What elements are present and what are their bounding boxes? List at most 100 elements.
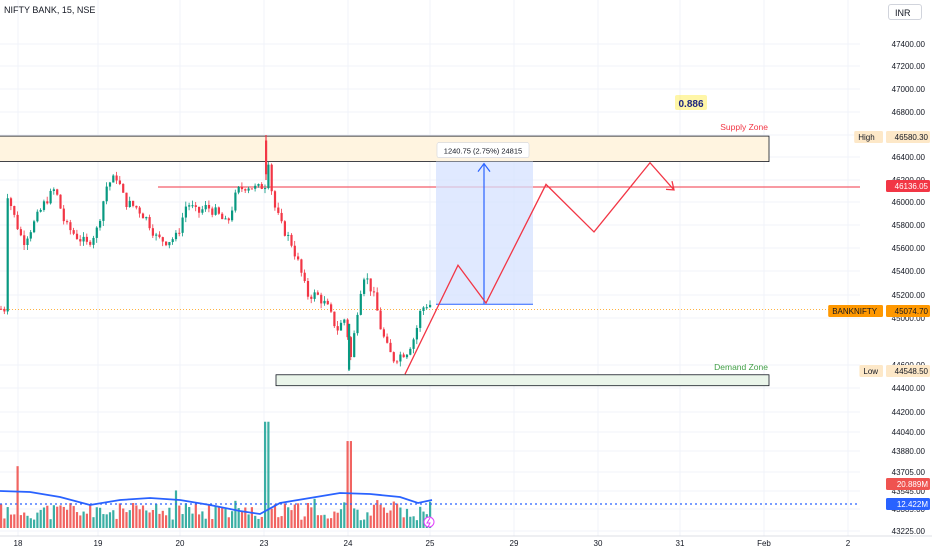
volume-bar	[148, 512, 151, 528]
candle-body	[348, 323, 351, 370]
candle-body	[376, 292, 379, 311]
volume-bar	[227, 517, 230, 528]
x-tick-label: 18	[14, 539, 23, 548]
volume-badge-box	[886, 498, 930, 510]
candle-body	[287, 234, 290, 236]
y-tick-label: 45400.00	[892, 267, 926, 276]
candle-body	[254, 185, 257, 189]
volume-bar	[405, 508, 409, 528]
volume-bar	[366, 512, 369, 528]
candle-body	[132, 200, 135, 206]
volume-bar	[280, 516, 283, 528]
candle-body	[19, 229, 22, 236]
candle-body	[148, 217, 151, 229]
volume-bar	[356, 509, 359, 528]
candle-body	[29, 232, 32, 239]
volume-bar	[247, 514, 250, 528]
volume-bar	[82, 511, 85, 528]
volume-bar	[85, 513, 88, 528]
candle-body	[66, 221, 69, 223]
candle-body	[72, 230, 75, 234]
candle-body	[359, 293, 362, 315]
candle-body	[52, 189, 55, 191]
volume-bar	[79, 515, 82, 528]
volume-ma-line	[0, 490, 433, 515]
volume-bar	[52, 505, 55, 528]
volume-bar	[287, 507, 290, 528]
candle-body	[386, 336, 389, 343]
x-tick-label: 31	[676, 539, 685, 548]
candle-body	[297, 256, 300, 260]
price-badge-value: 45074.70	[895, 307, 929, 316]
volume-bar	[174, 490, 178, 528]
y-axis: 47400.0047200.0047000.0046800.0046600.00…	[860, 0, 932, 536]
volume-bar	[16, 466, 19, 528]
candle-body	[247, 188, 250, 191]
candle-body	[13, 206, 16, 215]
volume-bar	[165, 515, 168, 528]
candle-body	[141, 213, 145, 219]
candle-body	[26, 238, 29, 246]
candle-body	[82, 236, 85, 242]
x-tick-label: 25	[426, 539, 435, 548]
candle-body	[198, 206, 201, 213]
candle-body	[118, 180, 121, 184]
volume-bar	[128, 510, 131, 528]
volume-bar	[184, 503, 187, 528]
volume-bar	[39, 509, 42, 528]
candle-body	[79, 239, 82, 242]
candle-body	[366, 278, 369, 280]
candle-body	[363, 279, 366, 294]
volume-bar	[399, 507, 402, 528]
candle-body	[125, 192, 128, 207]
candle-body	[389, 342, 392, 353]
candle-body	[339, 322, 343, 331]
price-badge-value: 46136.05	[895, 182, 929, 191]
candle-body	[224, 218, 227, 220]
volume-bar	[234, 500, 237, 528]
volume-bar	[264, 421, 267, 528]
volume-bar	[151, 509, 154, 528]
volume-bar	[95, 507, 98, 528]
volume-bar	[118, 503, 121, 528]
volume-bar	[198, 514, 201, 528]
volume-bar	[214, 506, 217, 528]
measure-arrow-head	[477, 162, 491, 172]
volume-bar	[66, 509, 69, 528]
grid	[0, 0, 860, 536]
lightning-icon	[423, 516, 435, 528]
candle-body	[240, 186, 244, 190]
volume-bar	[429, 501, 432, 528]
candle-body	[85, 236, 88, 242]
candle-body	[178, 232, 181, 234]
candle-body	[412, 339, 415, 349]
candle-body	[89, 241, 92, 245]
supply-zone-box	[0, 135, 770, 163]
price-badge-label-box	[854, 131, 883, 143]
candle-body	[102, 201, 105, 221]
candle-body	[402, 354, 405, 358]
candle-body	[112, 175, 115, 183]
currency-selector[interactable]: INR	[888, 4, 922, 20]
candle-body	[290, 234, 293, 246]
y-tick-label: 43225.00	[892, 527, 926, 536]
volume-bar	[132, 503, 135, 528]
volume-bar	[303, 516, 306, 528]
candle-body	[303, 272, 306, 282]
drawings	[404, 161, 675, 375]
chart-labels: 1240.75 (2.75%) 24815 Supply Zone Demand Z…	[423, 95, 768, 528]
volume-bar	[422, 511, 425, 528]
volume-bar	[409, 516, 412, 528]
volume-bar	[349, 441, 352, 528]
candle-body	[155, 234, 158, 236]
volume-bar	[33, 519, 36, 528]
candle-body	[409, 348, 412, 355]
volume-bar	[89, 504, 92, 528]
volume-bar	[240, 511, 244, 528]
candle-body	[75, 233, 79, 240]
price-badge-box	[886, 180, 930, 192]
candle-body	[270, 164, 273, 192]
candle-body	[181, 217, 184, 233]
y-tick-label: 47200.00	[892, 62, 926, 71]
